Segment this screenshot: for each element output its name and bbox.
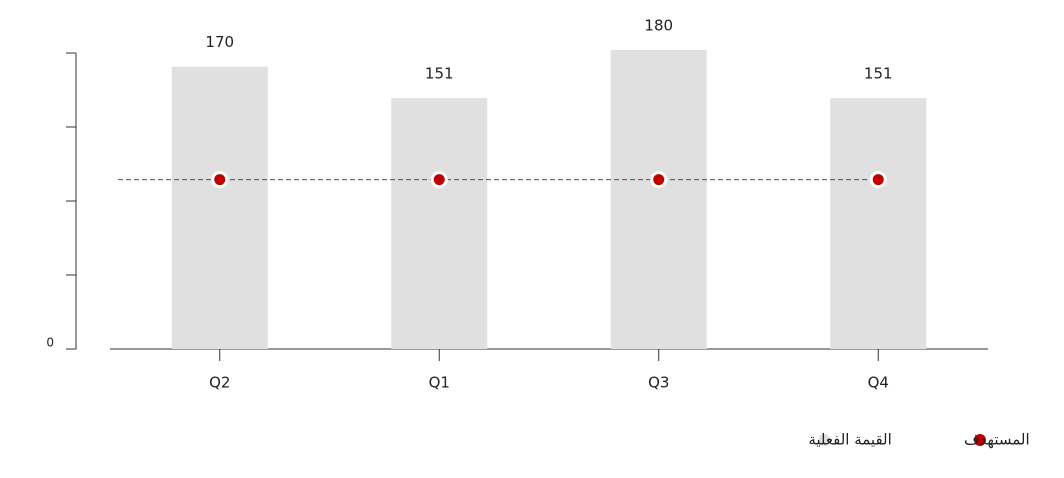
legend-marker [816, 432, 833, 448]
x-tick-label: Q2 [209, 374, 230, 392]
bar [171, 66, 268, 349]
target-point [211, 171, 229, 189]
legend-label: المستهدف [964, 431, 1030, 449]
value-label: 151 [425, 65, 454, 83]
target-point [650, 171, 668, 189]
value-label: 151 [864, 65, 893, 83]
value-label: 180 [644, 17, 673, 35]
value-label: 170 [205, 33, 234, 51]
y-tick-label: 0 [46, 336, 54, 350]
target-point [430, 171, 448, 189]
x-tick-label: Q1 [429, 374, 450, 392]
legend-label: القيمة الفعلية [808, 431, 891, 449]
legend-marker [972, 432, 988, 448]
target-point [869, 171, 887, 189]
bar [391, 98, 488, 349]
bar [830, 98, 927, 349]
x-tick-label: Q3 [648, 374, 669, 392]
x-tick-label: Q4 [868, 374, 889, 392]
bar [610, 50, 707, 349]
